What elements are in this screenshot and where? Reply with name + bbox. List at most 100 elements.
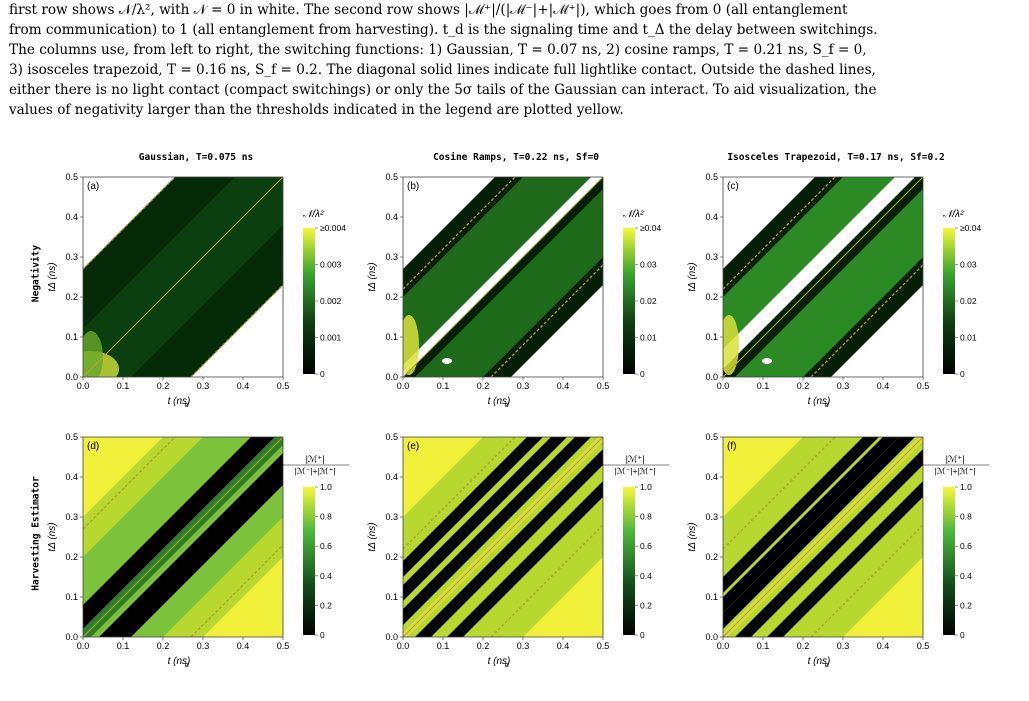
colorbar-tick-label: 0 [960, 630, 965, 640]
y-tick-label: 0.5 [385, 172, 398, 182]
lightlike-line [723, 437, 923, 637]
y-tick-label: 0.5 [705, 432, 718, 442]
x-tick-label: 0.0 [77, 381, 90, 391]
colorbar-tick-label: 1.0 [320, 482, 332, 492]
plot-frame [82, 436, 284, 638]
x-tick-label: 0.2 [797, 381, 810, 391]
y-tick-label: 0.2 [385, 552, 398, 562]
lightlike-line [403, 437, 603, 637]
x-axis-sub: d [505, 662, 510, 669]
panel-label: (d) [87, 441, 99, 452]
x-tick-label: 0.1 [437, 641, 450, 651]
heatmap-layer [723, 437, 923, 637]
x-tick-label: 0.1 [117, 641, 130, 651]
x-tick-label: 0.3 [517, 641, 530, 651]
y-tick-label: 0.4 [385, 472, 398, 482]
x-tick-label: 0.4 [877, 641, 890, 651]
y-tick-label: 0.0 [705, 372, 718, 382]
panel-label: (f) [727, 441, 736, 452]
y-tick-label: 0.4 [65, 472, 78, 482]
panel-c: 0.00.0 0.1 0.1 0.2 0.2 0.3 0.3 0.4 0.4 0.5 0.5 t (n… [687, 172, 929, 409]
lightlike-line [83, 437, 283, 637]
caption-line-5: either there is no light contact (compac… [9, 82, 877, 98]
colorbar-tick-label: 0 [960, 369, 965, 379]
white-hole [442, 358, 452, 364]
y-tick-label: 0.1 [705, 592, 718, 602]
x-tick-label: 0.3 [197, 381, 210, 391]
x-tick-label: 0.3 [517, 381, 530, 391]
yellow-spot [403, 315, 419, 375]
panel-label: (e) [407, 441, 419, 452]
panel-e: 0.00.0 0.1 0.1 0.2 0.2 0.3 0.3 0.4 0.4 0.5 0.5 t (n… [367, 432, 609, 669]
colorbar-tick-label: 0.02 [640, 296, 657, 306]
ridge-upper [723, 177, 923, 365]
colorbar-tick-label: 1.0 [960, 482, 972, 492]
y-axis-label: tΔ (ns) [687, 262, 698, 291]
y-axis-label: tΔ (ns) [687, 522, 698, 551]
x-tick-label: 0.0 [717, 381, 730, 391]
x-tick-label: 0.1 [757, 641, 770, 651]
lightcone-dashed [403, 437, 516, 550]
x-tick-label: 0.4 [877, 381, 890, 391]
colorbar-tick-label: 0.8 [320, 512, 332, 522]
heatmap-layer [723, 177, 923, 377]
x-tick-label: 0.3 [837, 641, 850, 651]
colorbar-tick-label: 0.03 [960, 260, 977, 270]
column-title-trapezoid: Isosceles Trapezoid, T=0.17 ns, Sf=0.2 [727, 152, 945, 163]
colorbar-negativity [943, 228, 955, 374]
x-tick-label: 0.2 [477, 641, 490, 651]
colorbar-tick-label: 0.6 [320, 541, 332, 551]
x-axis-label: t (ns) [808, 396, 831, 407]
colorbar-tick-label: ≥0.004 [320, 223, 346, 233]
y-tick-label: 0.4 [65, 212, 78, 222]
x-axis-sub: d [185, 402, 190, 409]
lightcone-dashed [810, 264, 923, 377]
x-tick-label: 0.2 [797, 641, 810, 651]
legend-harvest-1: |ℳ⁺| |ℳ⁻|+|ℳ⁺| 1.0 0.8 0.6 0.4 0.2 0 [601, 454, 669, 640]
colorbar-tick-label: 0.002 [320, 296, 342, 306]
legend-title-den: |ℳ⁻|+|ℳ⁺| [935, 466, 976, 476]
colorbar-tick-label: 0 [320, 369, 325, 379]
y-tick-label: 0.2 [65, 292, 78, 302]
x-axis-sub: d [505, 402, 510, 409]
lightcone-dashed [723, 177, 836, 290]
y-tick-label: 0.4 [385, 212, 398, 222]
y-tick-label: 0.0 [385, 372, 398, 382]
x-tick-label: 0.4 [237, 641, 250, 651]
x-tick-label: 0.4 [237, 381, 250, 391]
dark-fringe [403, 437, 603, 577]
column-title-gaussian: Gaussian, T=0.075 ns [138, 152, 254, 163]
y-tick-label: 0.3 [65, 512, 78, 522]
y-tick-label: 0.2 [65, 552, 78, 562]
heatmap-layer [83, 437, 283, 637]
x-axis-label: t (ns) [168, 396, 191, 407]
y-tick-label: 0.1 [705, 332, 718, 342]
y-tick-label: 0.5 [65, 172, 78, 182]
x-tick-label: 0.3 [837, 381, 850, 391]
colorbar-tick-label: ≥0.04 [960, 223, 981, 233]
panel-label: (b) [407, 181, 419, 192]
lightcone-dashed [403, 177, 516, 290]
legend-title-den: |ℳ⁻|+|ℳ⁺| [295, 466, 336, 476]
x-axis-sub: d [185, 662, 190, 669]
colorbar-tick-label: 0.2 [320, 600, 332, 610]
colorbar-tick-label: 0.01 [640, 333, 657, 343]
colorbar-tick-label: 0 [640, 369, 645, 379]
lightlike-line [83, 177, 283, 377]
legend-title-num: |ℳ⁺| [625, 454, 644, 464]
y-tick-label: 0.5 [65, 432, 78, 442]
ridge-upper [403, 177, 603, 365]
lightcone-dashed [490, 524, 603, 637]
y-tick-label: 0.3 [385, 252, 398, 262]
x-tick-label: 0.4 [557, 381, 570, 391]
colorbar-tick-label: 0.4 [640, 571, 652, 581]
colorbar-tick-label: ≥0.04 [640, 223, 661, 233]
plot-frame [402, 436, 604, 638]
lightcone-dashed [83, 437, 176, 530]
colorbar-tick-label: 0 [640, 630, 645, 640]
y-tick-label: 0.4 [705, 472, 718, 482]
x-tick-label: 0.4 [557, 641, 570, 651]
x-tick-label: 0.1 [757, 381, 770, 391]
x-axis-label: t (ns) [488, 396, 511, 407]
y-tick-label: 0.3 [705, 512, 718, 522]
